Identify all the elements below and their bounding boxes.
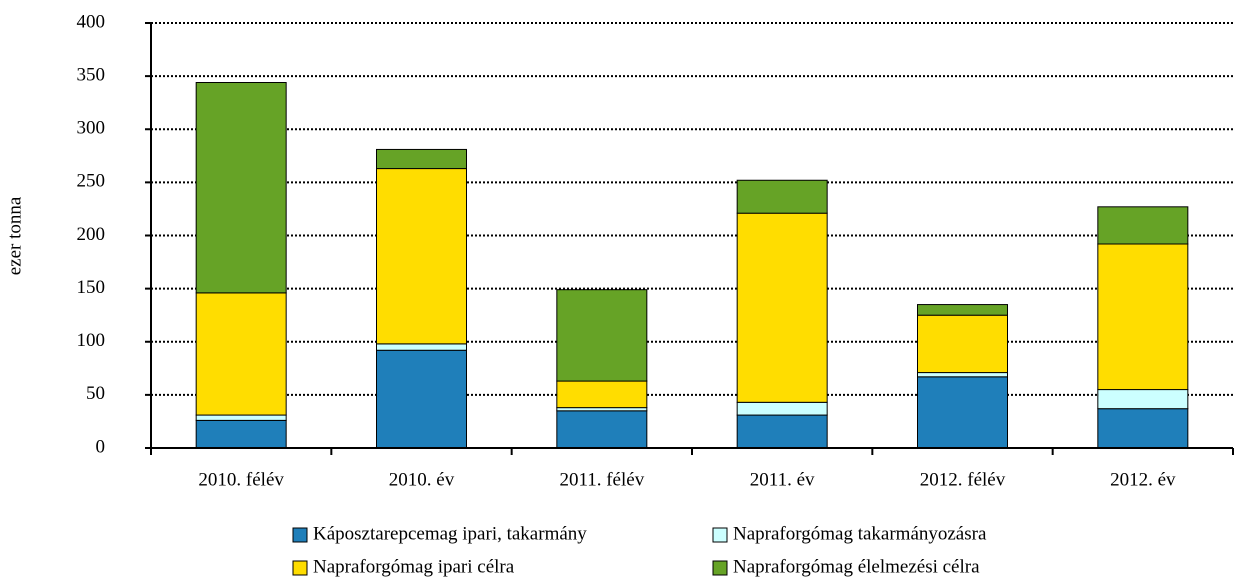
- bar-segment: [917, 304, 1008, 316]
- bar-segment: [556, 410, 648, 449]
- x-tick-label: 2012. év: [1110, 469, 1176, 490]
- y-tick-label: 400: [77, 11, 106, 32]
- x-tick-label: 2010. félév: [198, 469, 284, 490]
- bar-segment: [195, 292, 287, 416]
- bar-segment: [1097, 389, 1189, 410]
- bar-segment: [556, 380, 648, 409]
- bar-segment: [1097, 243, 1189, 391]
- x-tick-label: 2010. év: [389, 469, 455, 490]
- bar-segment: [917, 376, 1008, 449]
- bar-segment: [376, 349, 467, 449]
- bar-segment: [1097, 206, 1189, 245]
- y-axis-title: ezer tonna: [4, 196, 25, 275]
- legend-swatch: [712, 527, 728, 543]
- y-tick-label: 250: [77, 171, 106, 192]
- bar-segment: [917, 372, 1008, 378]
- x-tick-label: 2011. év: [750, 469, 815, 490]
- bar-segment: [736, 401, 828, 416]
- y-tick-label: 200: [77, 224, 106, 245]
- y-tick-label: 150: [77, 277, 106, 298]
- bar-segment: [736, 414, 828, 449]
- bar-segment: [376, 148, 467, 170]
- legend-swatch: [712, 560, 728, 576]
- x-tick-label: 2011. félév: [559, 469, 644, 490]
- y-tick-label: 0: [96, 436, 106, 457]
- bar-segment: [917, 314, 1008, 374]
- x-tick-label: 2012. félév: [920, 469, 1006, 490]
- bar-segment: [556, 289, 648, 382]
- legend-label: Napraforgómag élelmezési célra: [733, 556, 980, 577]
- legend-label: Napraforgómag ipari célra: [313, 556, 515, 577]
- bar-segment: [195, 82, 287, 294]
- y-tick-label: 300: [77, 118, 106, 139]
- bar-segment: [195, 419, 287, 449]
- bar-segment: [195, 414, 287, 421]
- legend-label: Napraforgómag takarmányozásra: [733, 523, 987, 544]
- y-tick-label: 350: [77, 64, 106, 85]
- bar-segment: [1097, 408, 1189, 449]
- y-tick-label: 50: [86, 383, 105, 404]
- bar-segment: [376, 343, 467, 351]
- bar-segment: [736, 212, 828, 403]
- legend-swatch: [292, 560, 308, 576]
- bar-segment: [736, 179, 828, 214]
- legend-label: Káposztarepcemag ipari, takarmány: [313, 523, 587, 544]
- y-tick-label: 100: [77, 330, 106, 351]
- bar-segment: [376, 168, 467, 345]
- legend-swatch: [292, 527, 308, 543]
